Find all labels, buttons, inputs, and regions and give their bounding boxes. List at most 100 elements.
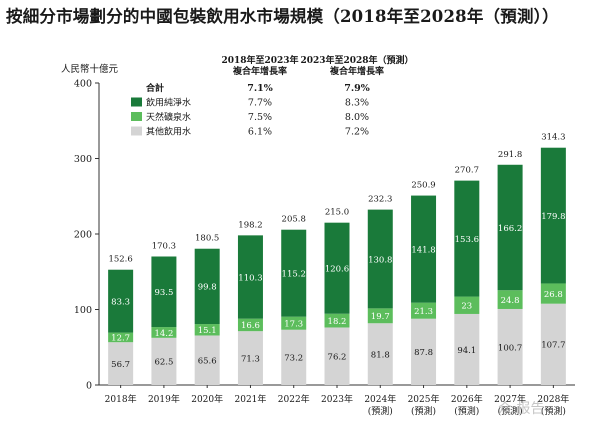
bar-value-label: 76.2: [328, 353, 347, 363]
x-tick-label: 2020年: [191, 393, 223, 405]
bar-value-label: 71.3: [241, 354, 260, 364]
bar-segment: [324, 327, 350, 385]
cagr-header: 複合年增長率: [232, 65, 287, 77]
cagr-value: 6.1%: [248, 127, 272, 138]
bar-segment: [367, 308, 393, 324]
x-tick-label: 2019年: [148, 393, 180, 405]
bar-total-label: 180.5: [195, 234, 219, 244]
x-tick-label: 2021年: [235, 393, 267, 405]
cagr-header: 2018年至2023年: [221, 54, 298, 66]
legend-swatch: [131, 126, 142, 136]
bar-segment: [497, 290, 523, 309]
bar-total-label: 152.6: [108, 255, 132, 265]
bar-total-label: 205.8: [282, 215, 306, 225]
y-tick-label: 300: [74, 154, 92, 165]
bar-value-label: 15.1: [198, 326, 217, 336]
bar-segment: [151, 256, 177, 328]
cagr-value: 7.5%: [248, 112, 272, 123]
bar-segment: [281, 229, 307, 317]
cagr-value: 7.1%: [247, 83, 273, 94]
bar-value-label: 153.6: [455, 235, 479, 245]
bar-segment: [151, 337, 177, 385]
bar-total-label: 198.2: [238, 220, 262, 230]
bar-total-label: 291.8: [498, 150, 522, 160]
bar-total-label: 232.3: [368, 195, 392, 205]
legend-swatch: [131, 112, 142, 121]
bar-segment: [108, 332, 134, 343]
y-tick-label: 100: [74, 305, 92, 316]
bar-segment: [194, 248, 220, 325]
bar-value-label: 26.8: [544, 290, 563, 300]
bar-value-label: 65.6: [198, 357, 217, 367]
bar-value-label: 115.2: [282, 269, 306, 279]
bar-segment: [497, 308, 523, 385]
bar-value-label: 94.1: [457, 346, 476, 356]
x-tick-label: (預測): [368, 405, 393, 417]
x-tick-label: 2024年: [364, 393, 396, 405]
bar-segment: [237, 235, 263, 319]
legend-label: 飲用純淨水: [146, 97, 191, 109]
bar-segment: [151, 327, 177, 338]
bar-value-label: 12.7: [111, 334, 130, 344]
bar-segment: [281, 329, 307, 385]
cagr-value: 8.3%: [345, 98, 369, 109]
bar-value-label: 17.3: [284, 320, 303, 330]
bar-segment: [454, 180, 480, 297]
bar-segment: [324, 222, 350, 314]
cagr-value: 7.7%: [248, 98, 272, 109]
x-tick-label: 2027年: [494, 393, 526, 405]
bar-segment: [367, 209, 393, 309]
bar-segment: [411, 318, 437, 385]
bar-segment: [237, 318, 263, 332]
bar-value-label: 83.3: [111, 297, 130, 307]
bar-segment: [540, 283, 566, 304]
bar-segment: [108, 269, 134, 333]
bar-value-label: 56.7: [111, 360, 130, 370]
bar-value-label: 62.5: [154, 358, 173, 368]
watermark: 众 报告: [498, 401, 545, 417]
bar-segment: [411, 302, 437, 319]
chart-title: 按細分市場劃分的中國包裝飲用水市場規模（2018年至2028年（預測））: [6, 7, 559, 26]
bar-segment: [497, 164, 523, 291]
legend-label: 其他飲用水: [146, 126, 191, 138]
bar-segment: [281, 316, 307, 330]
bar-value-label: 73.2: [284, 354, 303, 364]
x-tick-label: 2025年: [408, 393, 440, 405]
bar-value-label: 110.3: [238, 273, 262, 283]
bar-value-label: 120.6: [325, 265, 349, 275]
bar-segment: [454, 296, 480, 314]
bar-segment: [324, 313, 350, 328]
bar-segment: [411, 195, 437, 303]
bar-value-label: 24.8: [501, 296, 520, 306]
bar-value-label: 14.2: [154, 329, 173, 339]
bar-segment: [237, 331, 263, 385]
bar-value-label: 107.7: [541, 341, 565, 351]
cagr-value: 8.0%: [345, 112, 369, 123]
y-tick-label: 200: [74, 230, 92, 241]
bar-value-label: 87.8: [414, 348, 433, 358]
x-tick-label: (預測): [498, 405, 523, 417]
bar-segment: [540, 303, 566, 385]
cagr-header: 2023年至2028年（預測）: [300, 54, 413, 66]
bar-value-label: 23: [461, 302, 472, 312]
bar-value-label: 166.2: [498, 224, 522, 234]
cagr-header: 複合年增長率: [329, 65, 384, 77]
bar-total-label: 215.0: [325, 208, 349, 218]
x-tick-label: (預測): [541, 405, 566, 417]
bar-segment: [367, 323, 393, 385]
bar-value-label: 130.8: [368, 255, 392, 265]
y-tick-label: 0: [86, 381, 92, 392]
bar-total-label: 314.3: [541, 133, 565, 143]
bar-value-label: 93.5: [154, 288, 173, 298]
bar-value-label: 141.8: [411, 245, 435, 255]
cagr-total-label: 合計: [146, 82, 164, 94]
bar-segment: [194, 335, 220, 385]
x-tick-label: 2028年: [537, 393, 569, 405]
cagr-value: 7.2%: [345, 127, 369, 138]
legend-label: 天然礦泉水: [146, 111, 191, 123]
bar-value-label: 99.8: [198, 283, 217, 293]
bar-value-label: 81.8: [371, 350, 390, 360]
x-tick-label: 2022年: [278, 393, 310, 405]
